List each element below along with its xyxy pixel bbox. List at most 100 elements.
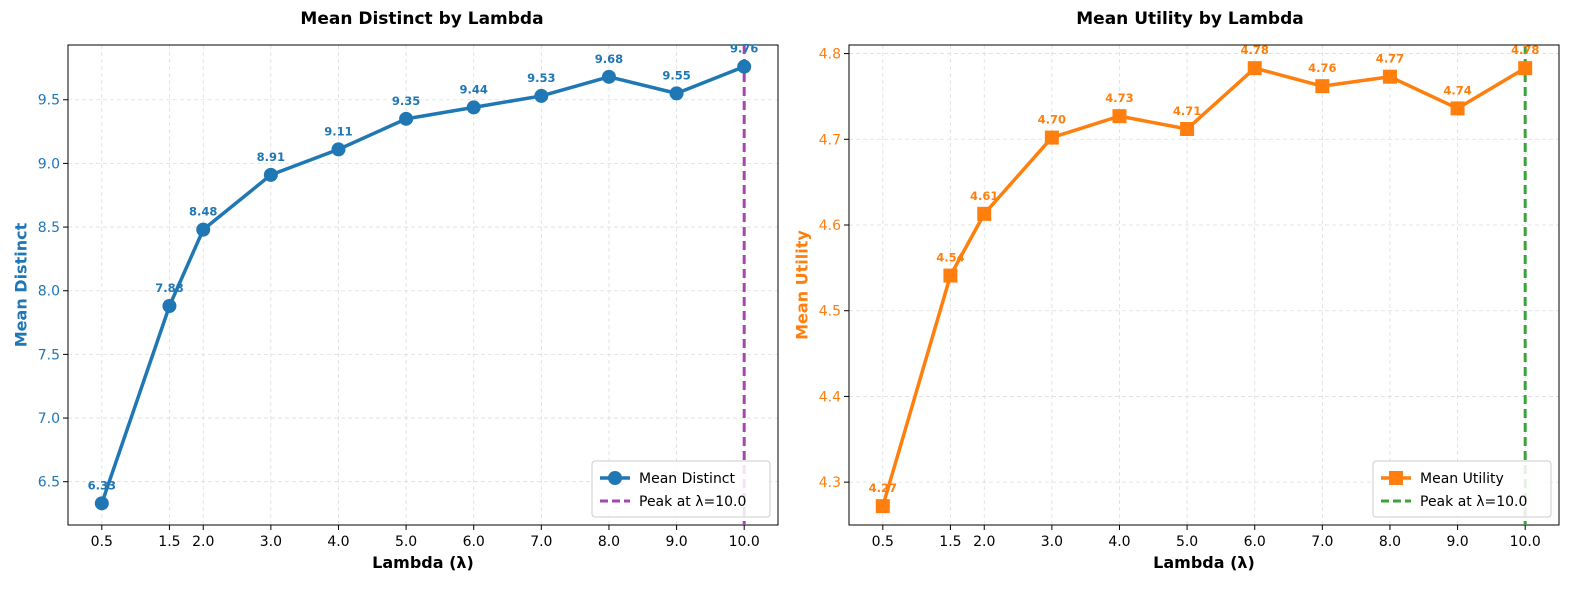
distinct-data-point — [399, 111, 414, 126]
distinct-x-tick-label: 1.5 — [158, 534, 180, 550]
distinct-data-label: 9.44 — [460, 82, 488, 96]
distinct-chart-panel: Mean Distinct by Lambda 0.5 1.5 2.0 3.0 4.0 5.… — [12, 9, 779, 572]
distinct-data-point — [331, 142, 346, 157]
utility-chart-title: Mean Utility by Lambda — [1076, 9, 1303, 29]
utility-series-line — [881, 66, 1527, 507]
utility-y-tick-label: 4.6 — [819, 218, 841, 234]
utility-y-tick-label: 4.8 — [819, 47, 841, 63]
distinct-y-tick-label: 7.0 — [38, 411, 60, 427]
utility-data-label: 4.78 — [1241, 43, 1269, 57]
utility-x-tick-label: 3.0 — [1041, 534, 1063, 550]
utility-data-point — [943, 268, 958, 283]
distinct-data-point — [196, 222, 211, 237]
distinct-data-label: 9.53 — [527, 71, 555, 85]
distinct-data-label: 8.91 — [257, 150, 285, 164]
distinct-data-point — [534, 88, 549, 103]
utility-legend-series-marker — [1389, 471, 1403, 485]
distinct-data-label: 8.48 — [189, 205, 217, 219]
utility-x-tick-label: 4.0 — [1108, 534, 1130, 550]
distinct-x-axis-label: Lambda (λ) — [372, 553, 474, 572]
distinct-x-tick-label: 0.5 — [91, 534, 113, 550]
distinct-data-point — [669, 86, 684, 101]
utility-data-point — [1247, 61, 1262, 76]
utility-data-label: 4.76 — [1308, 61, 1336, 75]
distinct-x-tick-label: 7.0 — [530, 534, 552, 550]
utility-data-point — [1315, 79, 1330, 94]
utility-x-tick-label: 6.0 — [1244, 534, 1266, 550]
distinct-data-label: 9.55 — [662, 68, 690, 82]
distinct-x-tick-label: 10.0 — [729, 534, 760, 550]
utility-x-tick-label: 2.0 — [973, 534, 995, 550]
distinct-x-tick-label: 8.0 — [598, 534, 620, 550]
utility-data-point — [1518, 61, 1533, 76]
distinct-data-label: 6.33 — [88, 478, 116, 492]
distinct-data-label: 7.88 — [155, 281, 183, 295]
distinct-plot-frame — [67, 44, 779, 526]
distinct-legend-series-marker — [608, 471, 622, 485]
distinct-x-tick-label: 9.0 — [665, 534, 687, 550]
utility-chart-panel: Mean Utility by Lambda 0.5 1.5 2.0 3.0 4.0 5.0… — [793, 9, 1560, 572]
utility-data-label: 4.78 — [1511, 43, 1539, 57]
utility-x-tick-label: 7.0 — [1311, 534, 1333, 550]
utility-x-tick-label: 8.0 — [1379, 534, 1401, 550]
utility-x-tick-label: 10.0 — [1510, 534, 1541, 550]
distinct-data-point — [94, 496, 109, 511]
utility-data-point — [1112, 109, 1127, 124]
distinct-x-tick-label: 3.0 — [260, 534, 282, 550]
utility-y-tick-label: 4.4 — [819, 389, 841, 405]
utility-data-point — [977, 206, 992, 221]
utility-data-label: 4.61 — [970, 189, 998, 203]
distinct-data-label: 9.11 — [324, 124, 352, 138]
utility-data-label: 4.54 — [936, 251, 964, 265]
utility-x-axis-label: Lambda (λ) — [1153, 553, 1255, 572]
utility-y-tick-label: 4.5 — [819, 304, 841, 320]
utility-data-label: 4.71 — [1173, 104, 1201, 118]
utility-x-tick-label: 0.5 — [872, 534, 894, 550]
utility-data-label: 4.74 — [1443, 83, 1471, 97]
distinct-y-tick-label: 8.5 — [38, 220, 60, 236]
utility-data-point — [1450, 101, 1465, 116]
utility-x-tick-label: 9.0 — [1446, 534, 1468, 550]
utility-data-point — [1044, 130, 1059, 145]
distinct-x-tick-label: 5.0 — [395, 534, 417, 550]
utility-y-axis-label: Mean Utility — [793, 230, 812, 340]
utility-data-label: 4.70 — [1038, 113, 1066, 127]
distinct-y-tick-label: 8.0 — [38, 284, 60, 300]
distinct-y-tick-label: 7.5 — [38, 347, 60, 363]
utility-y-tick-label: 4.7 — [819, 132, 841, 148]
distinct-legend-peak-label: Peak at λ=10.0 — [639, 494, 746, 510]
distinct-data-point — [601, 69, 616, 84]
distinct-legend-box — [591, 460, 771, 518]
distinct-data-point — [466, 100, 481, 115]
distinct-series-line — [100, 65, 745, 504]
utility-data-point — [1382, 69, 1397, 84]
distinct-y-tick-label: 9.0 — [38, 156, 60, 172]
utility-data-point — [875, 499, 890, 514]
distinct-x-tick-label: 2.0 — [192, 534, 214, 550]
distinct-data-point — [263, 167, 278, 182]
utility-legend-box — [1372, 460, 1552, 518]
distinct-x-tick-label: 4.0 — [327, 534, 349, 550]
distinct-y-tick-label: 9.5 — [38, 93, 60, 109]
utility-data-label: 4.77 — [1376, 52, 1404, 66]
distinct-x-tick-label: 6.0 — [463, 534, 485, 550]
utility-x-tick-label: 1.5 — [939, 534, 961, 550]
distinct-data-label: 9.76 — [730, 42, 758, 56]
utility-legend-series-label: Mean Utility — [1420, 471, 1504, 487]
utility-data-point — [1180, 122, 1195, 136]
distinct-data-label: 9.35 — [392, 94, 420, 108]
distinct-data-point — [737, 59, 752, 74]
distinct-legend-series-label: Mean Distinct — [639, 471, 736, 487]
utility-legend-peak-label: Peak at λ=10.0 — [1420, 494, 1527, 510]
utility-data-label: 4.27 — [869, 481, 897, 495]
utility-data-label: 4.73 — [1105, 91, 1133, 105]
utility-plot-frame — [848, 44, 1560, 526]
distinct-data-point — [162, 299, 177, 314]
distinct-y-tick-label: 6.5 — [38, 475, 60, 491]
distinct-chart-title: Mean Distinct by Lambda — [300, 9, 543, 29]
distinct-y-axis-label: Mean Distinct — [12, 222, 31, 347]
utility-y-tick-label: 4.3 — [819, 475, 841, 491]
distinct-data-label: 9.68 — [595, 52, 623, 66]
utility-x-tick-label: 5.0 — [1176, 534, 1198, 550]
